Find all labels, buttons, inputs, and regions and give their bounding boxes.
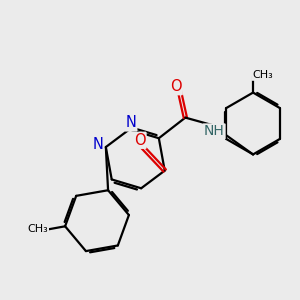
- Text: CH₃: CH₃: [27, 224, 48, 234]
- Text: NH: NH: [204, 124, 225, 138]
- Text: CH₃: CH₃: [252, 70, 273, 80]
- Text: O: O: [170, 79, 182, 94]
- Text: O: O: [134, 133, 146, 148]
- Text: N: N: [92, 136, 103, 152]
- Text: N: N: [125, 116, 136, 130]
